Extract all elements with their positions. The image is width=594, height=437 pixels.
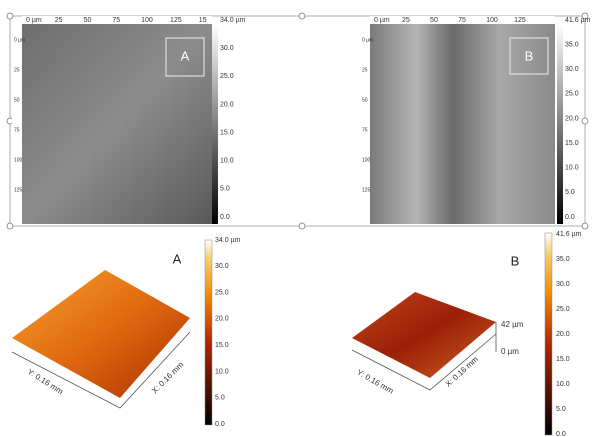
colorbar-label: 30.0 bbox=[215, 263, 229, 270]
colorbar-label: 0.0 bbox=[556, 431, 566, 437]
colorbar-label: 35.0 bbox=[556, 256, 570, 263]
colorbar-label: 30.0 bbox=[556, 281, 570, 288]
ruler-label: 50 bbox=[362, 97, 368, 103]
ruler-label: 100 bbox=[14, 157, 23, 163]
colorbar-label: 34.0 µm bbox=[215, 237, 241, 244]
colorbar-label: 20.0 bbox=[556, 331, 570, 338]
ruler-label: 50 bbox=[430, 17, 438, 24]
colorbar-label: 20.0 bbox=[220, 101, 234, 108]
ruler-label: 25 bbox=[55, 17, 63, 24]
ruler-y bbox=[360, 24, 370, 224]
ruler-label: 0 µm bbox=[374, 17, 390, 24]
colorbar-label: 5.0 bbox=[565, 189, 575, 196]
colorbar-label: 0.0 bbox=[215, 421, 225, 428]
colorbar bbox=[212, 24, 218, 224]
colorbar-label: 0.0 bbox=[220, 214, 230, 221]
colorbar-label: 25.0 bbox=[565, 91, 579, 98]
colorbar-label: 10.0 bbox=[565, 165, 579, 172]
axis-label: X: 0.16 mm bbox=[150, 360, 186, 396]
panel-label: A bbox=[173, 251, 182, 266]
ruler-label: 75 bbox=[14, 127, 20, 133]
colorbar-label: 10.0 bbox=[215, 368, 229, 375]
colorbar-label: 0.0 bbox=[565, 214, 575, 221]
ruler-label: 100 bbox=[362, 157, 371, 163]
colorbar-label: 5.0 bbox=[556, 406, 566, 413]
colorbar-label: 15.0 bbox=[215, 342, 229, 349]
ruler-label: 100 bbox=[141, 17, 153, 24]
ruler-label: 125 bbox=[170, 17, 182, 24]
ruler-label: 15 bbox=[199, 17, 207, 24]
ruler-label: 75 bbox=[112, 17, 120, 24]
ruler-label: 0 µm bbox=[362, 37, 373, 43]
figure: 0 µm255075100125150 µm25507510012534.0 µ… bbox=[0, 0, 594, 437]
axis-label: Y: 0.16 mm bbox=[355, 368, 395, 396]
axis-label: Y: 0.16 mm bbox=[26, 367, 65, 396]
colorbar-label: 30.0 bbox=[565, 66, 579, 73]
ruler-label: 100 bbox=[486, 17, 498, 24]
ruler-label: 25 bbox=[402, 17, 410, 24]
colorbar-label: 41.6 µm bbox=[565, 17, 591, 24]
colorbar-label: 20.0 bbox=[565, 115, 579, 122]
height-label: 0 µm bbox=[501, 347, 519, 356]
ruler-label: 50 bbox=[14, 97, 20, 103]
colorbar-label: 15.0 bbox=[220, 129, 234, 136]
colorbar-label: 25.0 bbox=[220, 73, 234, 80]
colorbar bbox=[205, 240, 212, 425]
ruler-label: 0 µm bbox=[14, 37, 25, 43]
colorbar-label: 41.6 µm bbox=[556, 231, 582, 238]
ruler-y bbox=[12, 24, 22, 224]
colorbar-label: 20.0 bbox=[215, 316, 229, 323]
colorbar bbox=[545, 233, 552, 435]
height-label: 42 µm bbox=[501, 320, 524, 329]
ruler-label: 25 bbox=[362, 67, 368, 73]
panel-label: A bbox=[181, 48, 190, 63]
colorbar-label: 25.0 bbox=[215, 289, 229, 296]
colorbar-label: 34.0 µm bbox=[220, 17, 246, 24]
colorbar bbox=[557, 24, 563, 224]
colorbar-label: 15.0 bbox=[565, 140, 579, 147]
ruler-label: 125 bbox=[14, 187, 23, 193]
ruler-label: 75 bbox=[362, 127, 368, 133]
colorbar-label: 15.0 bbox=[556, 356, 570, 363]
colorbar-label: 25.0 bbox=[556, 306, 570, 313]
colorbar-label: 30.0 bbox=[220, 45, 234, 52]
panel-label: B bbox=[525, 48, 534, 63]
panel-label: B bbox=[511, 253, 520, 268]
ruler-label: 125 bbox=[362, 187, 371, 193]
colorbar-label: 10.0 bbox=[220, 158, 234, 165]
ruler-label: 50 bbox=[84, 17, 92, 24]
ruler-label: 25 bbox=[14, 67, 20, 73]
colorbar-label: 5.0 bbox=[220, 186, 230, 193]
ruler-label: 75 bbox=[458, 17, 466, 24]
ruler-label: 0 µm bbox=[26, 17, 42, 24]
colorbar-label: 5.0 bbox=[215, 395, 225, 402]
ruler-label: 125 bbox=[514, 17, 526, 24]
colorbar-label: 35.0 bbox=[565, 41, 579, 48]
colorbar-label: 10.0 bbox=[556, 381, 570, 388]
